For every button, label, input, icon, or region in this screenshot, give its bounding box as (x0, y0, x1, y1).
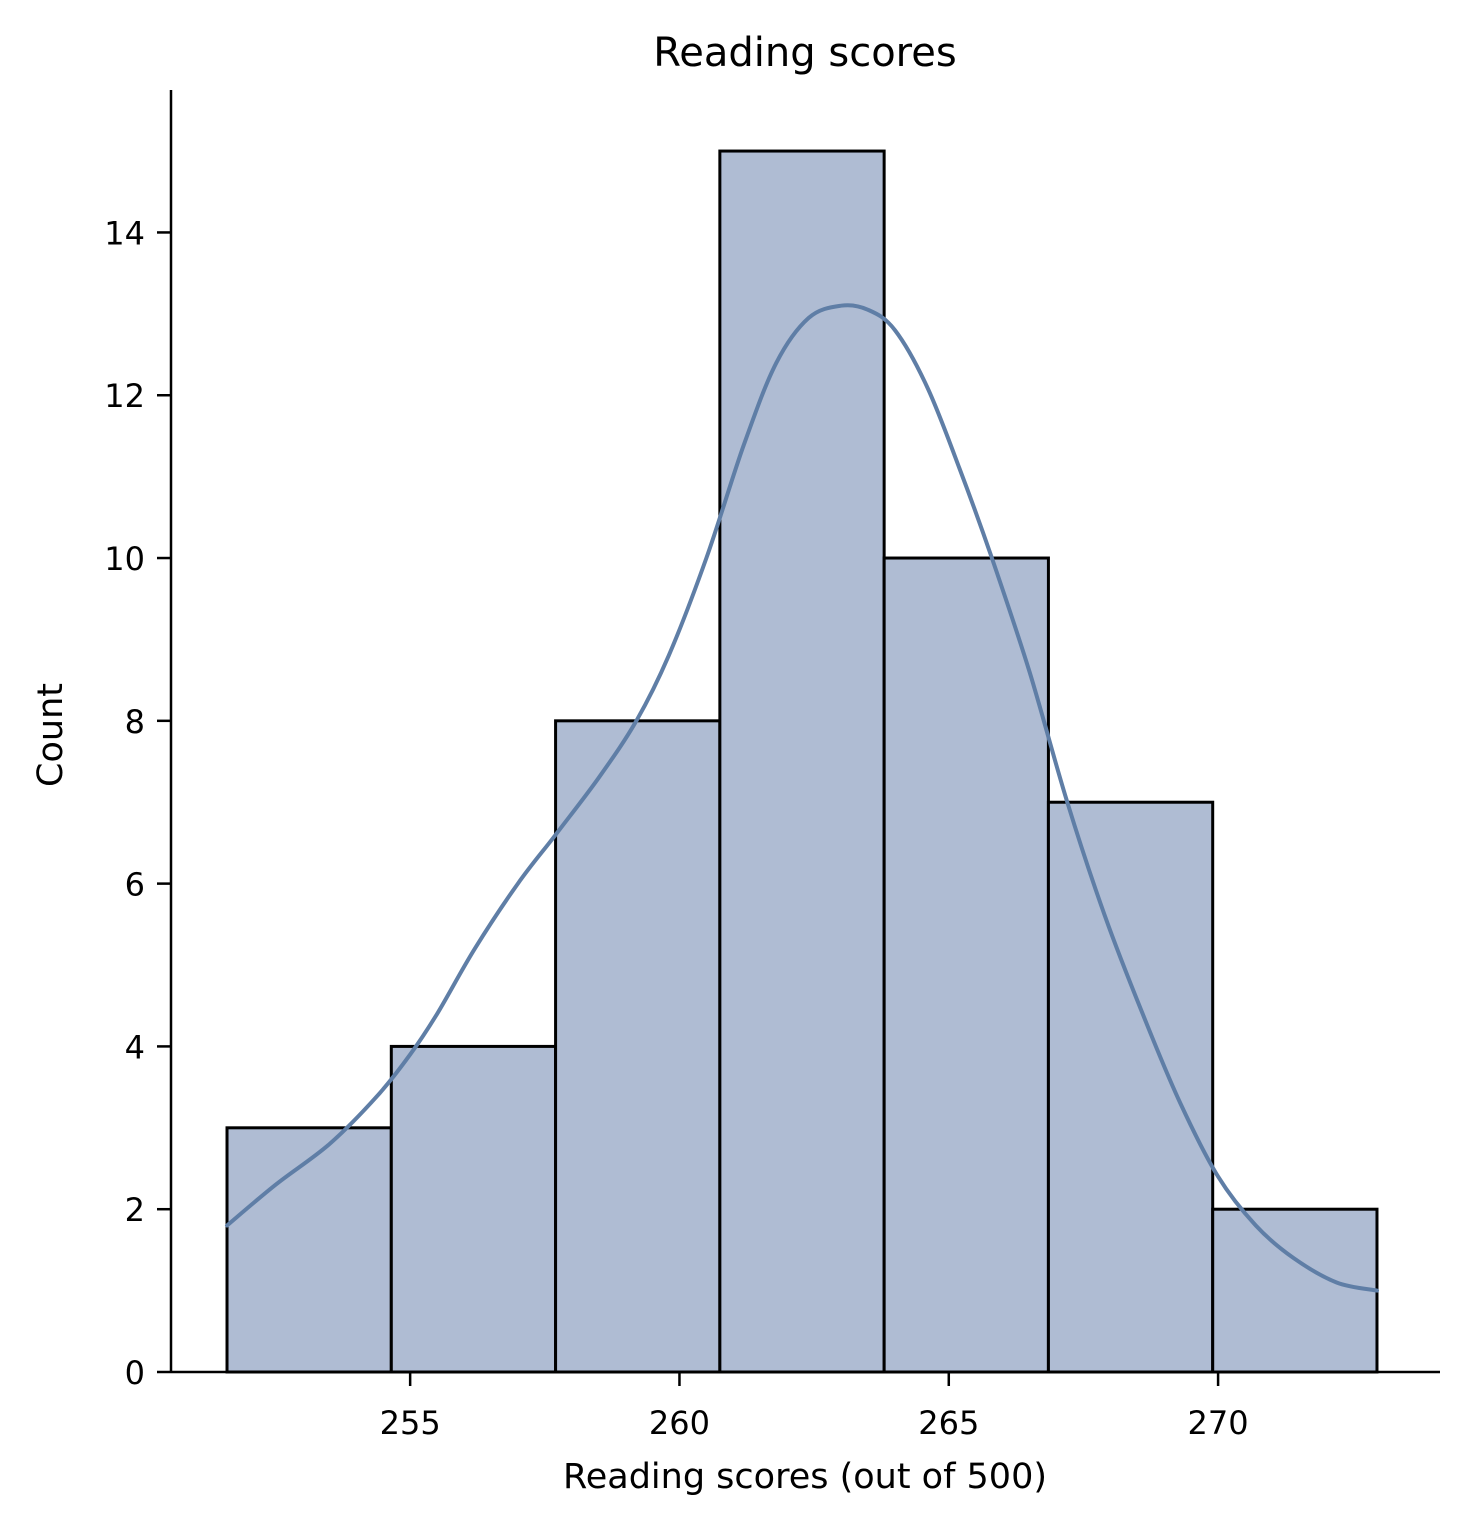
y-tick-label: 6 (125, 866, 145, 904)
y-tick-label: 0 (125, 1354, 145, 1392)
y-ticks: 0 2 4 6 8 10 12 14 (104, 214, 171, 1392)
y-tick-label: 2 (125, 1191, 145, 1229)
x-tick-label: 265 (918, 1404, 979, 1442)
x-tick-label: 255 (380, 1404, 441, 1442)
y-tick-label: 10 (104, 540, 145, 578)
x-tick-label: 260 (649, 1404, 710, 1442)
x-tick-label: 270 (1188, 1404, 1249, 1442)
y-tick-label: 4 (125, 1028, 145, 1066)
y-tick-label: 14 (104, 214, 145, 252)
histogram-bar (554, 719, 722, 1374)
x-axis-label: Reading scores (out of 500) (563, 1457, 1047, 1497)
y-tick-label: 12 (104, 377, 145, 415)
y-axis-label: Count (31, 683, 71, 787)
kde-curve (225, 303, 1379, 1293)
y-tick-label: 8 (125, 703, 145, 741)
chart-title: Reading scores (653, 30, 956, 76)
x-ticks: 255 260 265 270 (380, 1372, 1249, 1442)
histogram-bars (225, 149, 1379, 1374)
histogram-bar (389, 1044, 558, 1374)
histogram-bar (1211, 1207, 1379, 1374)
histogram-bar (225, 1126, 393, 1374)
histogram-bar (882, 556, 1050, 1374)
histogram-bar (1046, 800, 1215, 1374)
histogram-bar (718, 149, 886, 1374)
